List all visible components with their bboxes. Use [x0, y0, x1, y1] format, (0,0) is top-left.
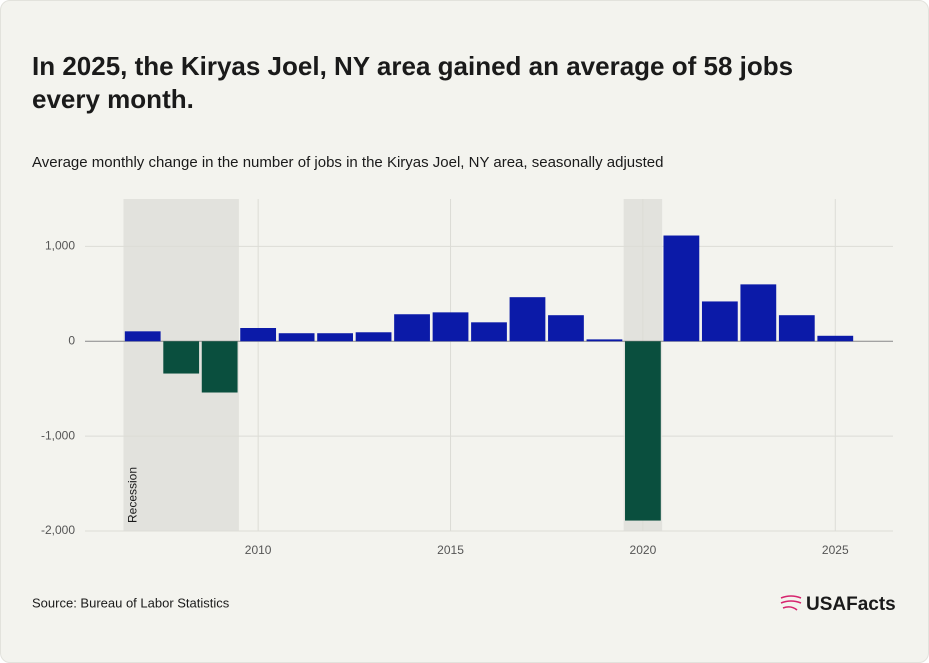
x-tick-label: 2015	[437, 543, 464, 557]
bar	[509, 297, 546, 342]
bar	[548, 315, 584, 342]
bar	[432, 312, 469, 342]
y-tick-label: 1,000	[45, 239, 75, 253]
chart-title: every month.	[32, 84, 194, 114]
recession-label: Recession	[126, 467, 140, 523]
y-tick-label: 0	[68, 333, 75, 347]
bar	[394, 314, 430, 342]
bar	[586, 339, 623, 342]
x-tick-label: 2020	[630, 543, 657, 557]
bar	[471, 322, 507, 342]
brand: USAFacts	[806, 594, 896, 615]
bar	[278, 333, 315, 342]
logo-icon	[780, 595, 802, 611]
bar	[817, 335, 854, 342]
x-tick-label: 2025	[822, 543, 849, 557]
bar	[778, 315, 815, 342]
bar	[124, 331, 161, 342]
source: Source: Bureau of Labor Statistics	[32, 595, 230, 610]
bar	[201, 341, 238, 393]
bar	[163, 341, 200, 374]
bar	[317, 333, 353, 342]
chart-subtitle: Average monthly change in the number of …	[32, 154, 664, 171]
bar	[663, 235, 700, 342]
bar	[740, 284, 777, 342]
bar	[625, 341, 661, 521]
chart-title: In 2025, the Kiryas Joel, NY area gained…	[32, 51, 793, 81]
y-tick-label: -2,000	[41, 523, 75, 537]
bar	[355, 332, 392, 342]
bar	[240, 328, 277, 342]
x-tick-label: 2010	[245, 543, 272, 557]
bar	[701, 301, 738, 342]
y-tick-label: -1,000	[41, 428, 75, 442]
